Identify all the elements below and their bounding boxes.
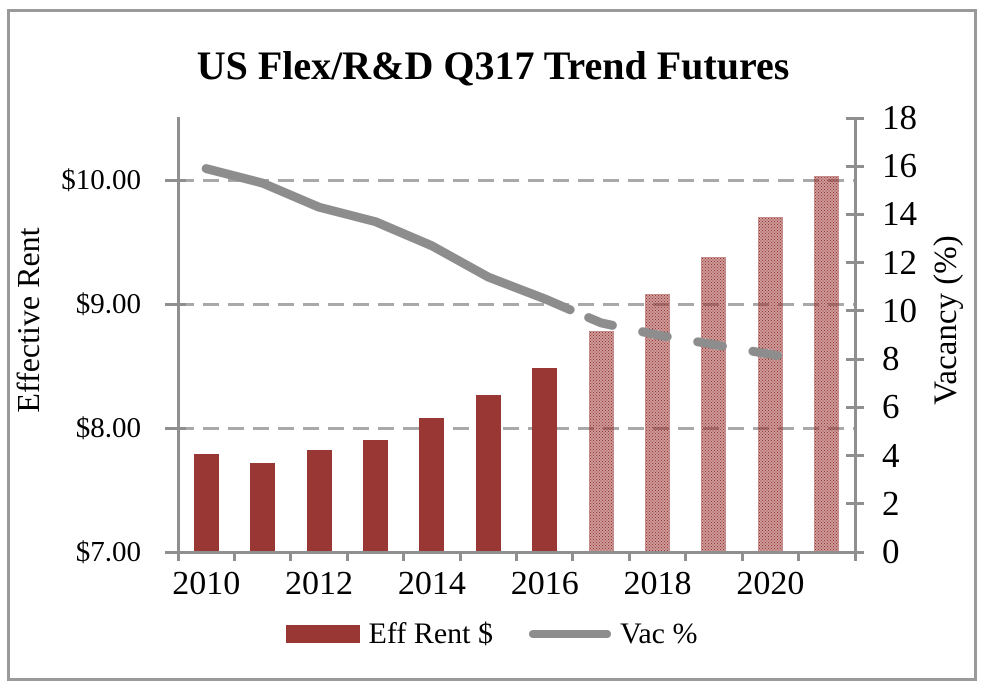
right-axis-tick-8	[846, 357, 864, 361]
vac-line-forecast	[584, 313, 801, 364]
right-axis-tick-12	[846, 261, 864, 265]
left-tick-label-10: $10.00	[61, 164, 141, 196]
right-tick-label-12: 12	[882, 242, 917, 282]
gridline-8	[178, 426, 855, 430]
bar-2021	[814, 176, 840, 552]
x-axis-tick-11	[797, 552, 801, 561]
x-axis-tick-12	[853, 552, 857, 561]
vacancy-line	[201, 164, 801, 364]
legend-label-eff-rent: Eff Rent $	[368, 617, 493, 650]
bar-2014	[419, 418, 445, 552]
right-tick-label-10: 10	[882, 290, 917, 330]
right-axis-tick-10	[846, 309, 864, 313]
legend-item-eff-rent: Eff Rent $	[285, 614, 493, 654]
chart-border-frame	[7, 9, 977, 681]
x-axis-tick-9	[684, 552, 688, 561]
x-axis-tick-6	[515, 552, 518, 561]
left-tick-label-8: $8.00	[75, 412, 141, 444]
x-axis-tick-5	[458, 552, 462, 561]
right-tick-label-4: 4	[882, 435, 900, 475]
bar-2012	[306, 450, 332, 552]
gridline-9	[178, 302, 855, 306]
bar-2019	[701, 256, 727, 552]
right-tick-label-14: 14	[882, 194, 917, 234]
right-tick-label-18: 18	[882, 98, 917, 137]
x-tick-label-2012: 2012	[285, 565, 354, 602]
left-axis-tick-8	[165, 426, 186, 430]
x-axis-tick-7	[571, 552, 575, 561]
right-axis-tick-4	[846, 454, 864, 458]
left-tick-label-7: $7.00	[75, 536, 141, 568]
x-tick-label-2010: 2010	[172, 565, 241, 602]
chart-title: US Flex/R&D Q317 Trend Futures	[196, 43, 790, 88]
right-axis-tick-14	[846, 212, 864, 216]
x-tick-label-2014: 2014	[397, 565, 466, 602]
legend-bar-swatch-icon	[285, 625, 360, 643]
x-tick-label-2020: 2020	[736, 565, 805, 602]
x-axis-tick-10	[740, 552, 744, 561]
gridline-10	[178, 178, 855, 182]
right-axis-tick-16	[846, 164, 864, 168]
right-axis-tick-18	[846, 116, 864, 120]
right-tick-label-2: 2	[882, 483, 900, 523]
left-axis-tick-10	[165, 178, 186, 182]
bar-2011	[250, 462, 276, 552]
legend: Eff Rent $ Vac %	[178, 612, 855, 656]
vac-line-history	[201, 164, 575, 315]
x-axis-tick-1	[232, 552, 236, 561]
bar-2013	[362, 440, 388, 552]
left-tick-label-9: $9.00	[75, 288, 141, 320]
x-axis-tick-4	[402, 552, 406, 561]
right-tick-label-0: 0	[882, 532, 900, 571]
right-tick-label-16: 16	[882, 146, 917, 186]
right-axis-tick-6	[846, 405, 864, 409]
bar-2015	[475, 394, 501, 552]
x-axis-tick-2	[289, 552, 293, 561]
bar-2017	[588, 331, 614, 552]
bar-2016	[532, 368, 558, 552]
left-axis-line	[176, 117, 180, 555]
right-tick-label-6: 6	[882, 387, 900, 427]
left-axis-tick-9	[165, 302, 186, 306]
left-axis-tick-7	[165, 550, 186, 554]
bar-2010	[193, 454, 219, 552]
x-axis-tick-0	[176, 552, 180, 561]
x-axis-tick-8	[627, 552, 631, 561]
right-axis-tick-2	[846, 502, 864, 506]
bar-2020	[757, 217, 783, 552]
x-tick-label-2018: 2018	[623, 565, 692, 602]
right-tick-label-8: 8	[882, 339, 900, 379]
x-tick-label-2016: 2016	[510, 565, 579, 602]
legend-item-vac: Vac %	[528, 614, 698, 654]
right-axis-line	[853, 117, 857, 555]
legend-label-vac: Vac %	[619, 617, 698, 650]
legend-line-swatch-icon	[528, 630, 611, 638]
x-axis-tick-3	[345, 552, 349, 561]
